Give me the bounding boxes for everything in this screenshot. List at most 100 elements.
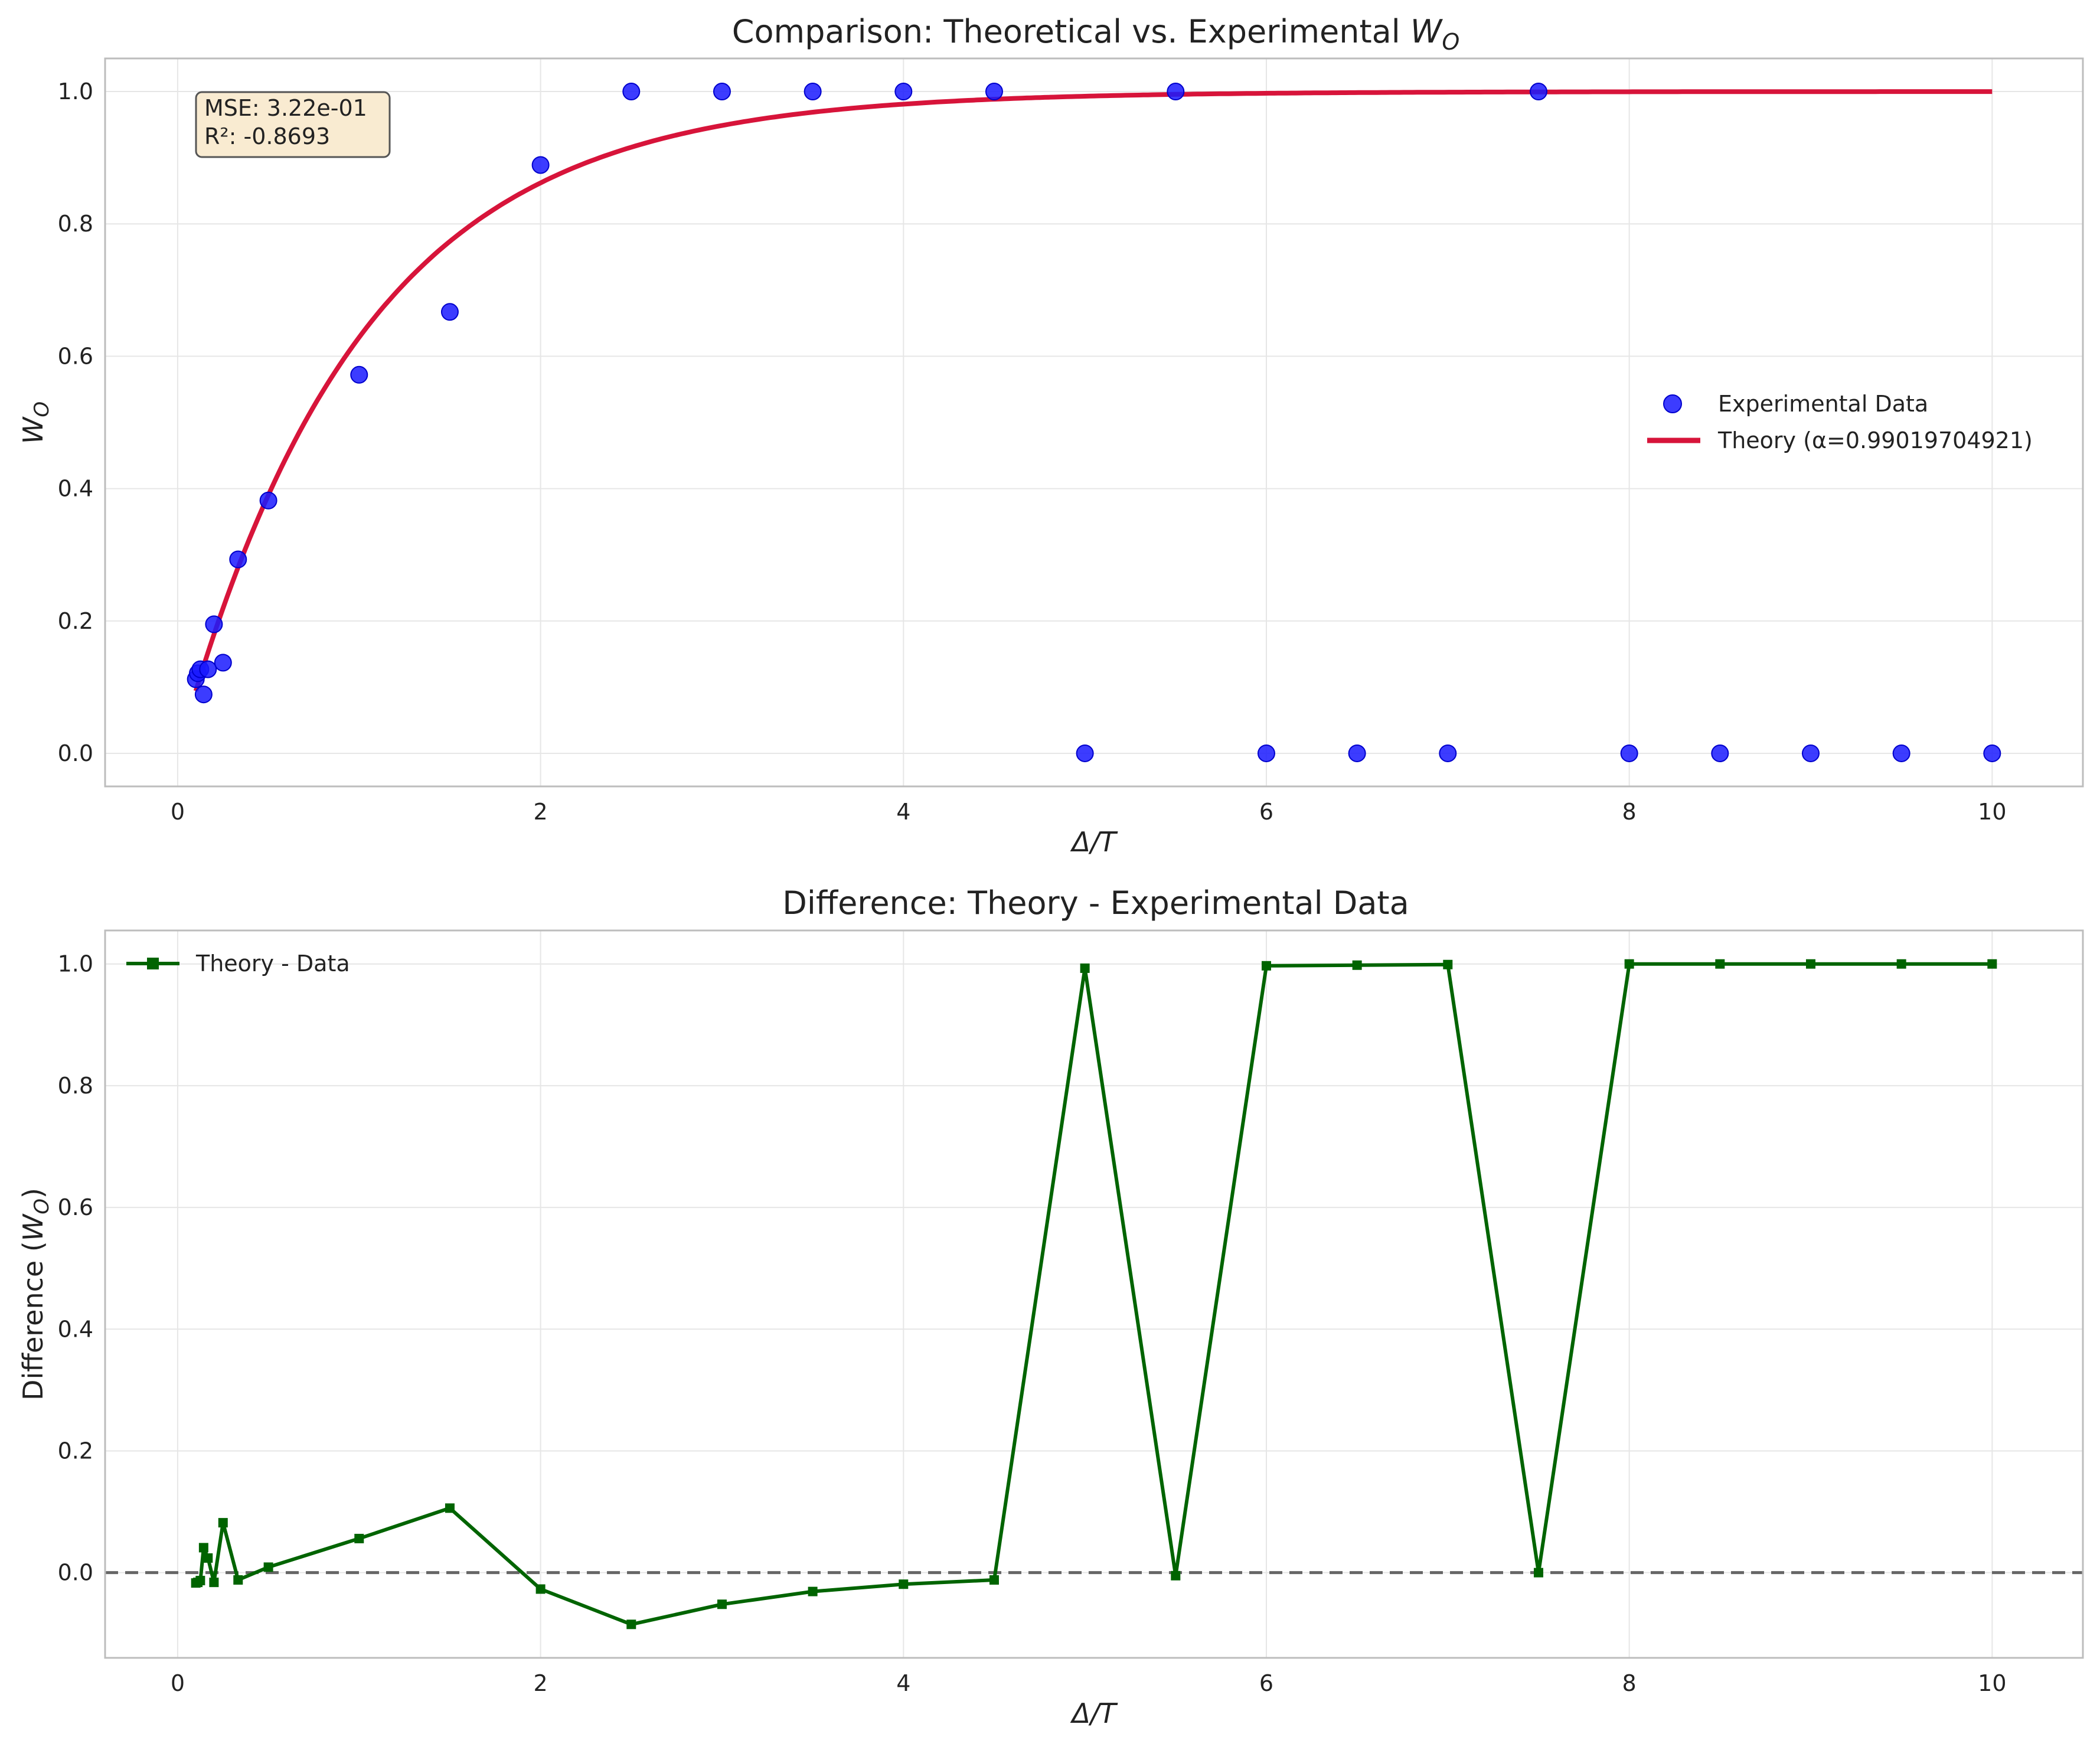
difference-marker	[263, 1562, 273, 1572]
experimental-point	[259, 491, 277, 510]
chart2-x-tick-label: 0	[171, 1670, 185, 1696]
experimental-point	[199, 660, 217, 678]
experimental-point	[1348, 744, 1366, 762]
chart2-axes-frame	[104, 929, 2084, 1659]
chart1-y-tick-label: 0.0	[58, 740, 93, 766]
difference-marker	[1805, 959, 1815, 969]
chart2-y-axis-label: Difference (WO)	[17, 1188, 54, 1400]
chart1-x-tick-label: 0	[171, 799, 185, 825]
chart2-x-tick-label: 2	[534, 1670, 548, 1696]
chart1-y-axis-label: WO	[17, 401, 54, 444]
chart2-x-axis-label: Δ/T	[1070, 1697, 1118, 1729]
legend-label-difference: Theory - Data	[195, 951, 350, 977]
chart1-x-tick-label: 6	[1259, 799, 1273, 825]
chart2-legend: Theory - Data	[126, 951, 350, 977]
experimental-point	[214, 654, 232, 672]
experimental-point	[350, 365, 368, 384]
experimental-point	[1620, 744, 1638, 762]
chart1-y-tick-label: 0.8	[58, 211, 93, 237]
chart1-ticks: 0 2 4 6 8 10 0.0 0.2 0.4 0.6 0.8 1.0	[58, 79, 2007, 825]
chart1-x-tick-label: 4	[896, 799, 910, 825]
chart2-x-tick-label: 4	[896, 1670, 910, 1696]
difference-line	[195, 962, 1993, 1627]
difference-marker	[808, 1586, 818, 1596]
difference-marker	[1987, 959, 1997, 969]
difference-marker	[1080, 963, 1090, 973]
mse-text: MSE: 3.22e-01	[204, 95, 367, 121]
difference-marker	[233, 1575, 243, 1585]
chart1-x-tick-label: 8	[1622, 799, 1637, 825]
chart2-y-tick-label: 0.6	[58, 1194, 93, 1220]
chart1-x-axis-label: Δ/T	[1070, 826, 1118, 858]
experimental-point	[1167, 83, 1185, 101]
chart2-x-tick-label: 6	[1259, 1670, 1273, 1696]
chart1-y-tick-label: 1.0	[58, 79, 93, 105]
chart1-axes-frame	[104, 57, 2084, 788]
difference-marker	[1896, 959, 1906, 969]
experimental-point	[1529, 83, 1547, 101]
experimental-point	[1892, 744, 1910, 762]
experimental-point	[1801, 744, 1820, 762]
legend-label-theory: Theory (α=0.99019704921)	[1717, 427, 2033, 453]
difference-marker	[626, 1619, 636, 1630]
difference-marker	[989, 1575, 999, 1585]
difference-chart: Difference: Theory - Experimental Data 0…	[17, 884, 2084, 1729]
experimental-point	[1257, 744, 1275, 762]
experimental-point	[229, 550, 247, 569]
chart1-x-tick-label: 2	[534, 799, 548, 825]
difference-marker	[535, 1584, 546, 1594]
experimental-point	[622, 83, 641, 101]
experimental-point	[1711, 744, 1729, 762]
chart1-plot-area	[187, 83, 2001, 762]
theory-curve	[193, 89, 1993, 692]
chart2-title: Difference: Theory - Experimental Data	[782, 884, 1409, 922]
chart2-x-tick-label: 8	[1622, 1670, 1637, 1696]
difference-marker	[218, 1518, 228, 1528]
chart2-y-tick-label: 0.0	[58, 1560, 93, 1586]
legend-label-experimental: Experimental Data	[1718, 391, 1928, 417]
chart2-y-tick-label: 0.8	[58, 1073, 93, 1099]
experimental-point	[531, 156, 550, 174]
difference-marker	[209, 1578, 219, 1588]
experimental-point	[713, 83, 731, 101]
experimental-point	[194, 685, 213, 704]
experimental-point	[1983, 744, 2001, 762]
chart2-y-tick-label: 0.4	[58, 1316, 93, 1342]
difference-marker	[1171, 1570, 1181, 1581]
r2-text: R²: -0.8693	[204, 123, 330, 149]
difference-marker	[1624, 959, 1634, 969]
chart1-grid	[105, 58, 2083, 786]
experimental-point	[205, 615, 223, 634]
difference-marker	[354, 1533, 364, 1543]
chart2-ticks: 0 2 4 6 8 10 0.0 0.2 0.4 0.6 0.8 1.0	[58, 951, 2007, 1696]
metrics-annotation-box: MSE: 3.22e-01 R²: -0.8693	[195, 91, 391, 158]
chart1-legend: Experimental Data Theory (α=0.9901970492…	[1647, 391, 2033, 453]
experimental-point	[894, 83, 913, 101]
experimental-point	[804, 83, 822, 101]
legend-marker-experimental	[1663, 394, 1682, 413]
difference-marker	[899, 1579, 909, 1589]
experimental-point	[985, 83, 1003, 101]
difference-marker	[203, 1553, 213, 1563]
chart1-y-tick-label: 0.6	[58, 343, 93, 369]
difference-marker	[1533, 1568, 1543, 1578]
difference-marker	[1261, 961, 1271, 971]
experimental-point	[440, 303, 459, 321]
chart2-plot-area	[191, 959, 1997, 1630]
difference-marker	[1443, 959, 1453, 969]
experimental-point	[1076, 744, 1094, 762]
difference-marker	[445, 1503, 455, 1513]
difference-marker	[195, 1576, 205, 1586]
chart2-x-tick-label: 10	[1978, 1670, 2006, 1696]
chart1-x-tick-label: 10	[1978, 799, 2006, 825]
chart2-y-tick-label: 0.2	[58, 1438, 93, 1464]
chart1-y-tick-label: 0.2	[58, 608, 93, 634]
difference-marker	[1715, 959, 1725, 969]
experimental-point	[1439, 744, 1457, 762]
comparison-chart: Comparison: Theoretical vs. Experimental…	[17, 13, 2084, 858]
chart1-y-tick-label: 0.4	[58, 476, 93, 502]
difference-marker	[1352, 960, 1362, 970]
difference-marker	[198, 1543, 208, 1553]
chart1-title: Comparison: Theoretical vs. Experimental…	[732, 13, 1460, 55]
